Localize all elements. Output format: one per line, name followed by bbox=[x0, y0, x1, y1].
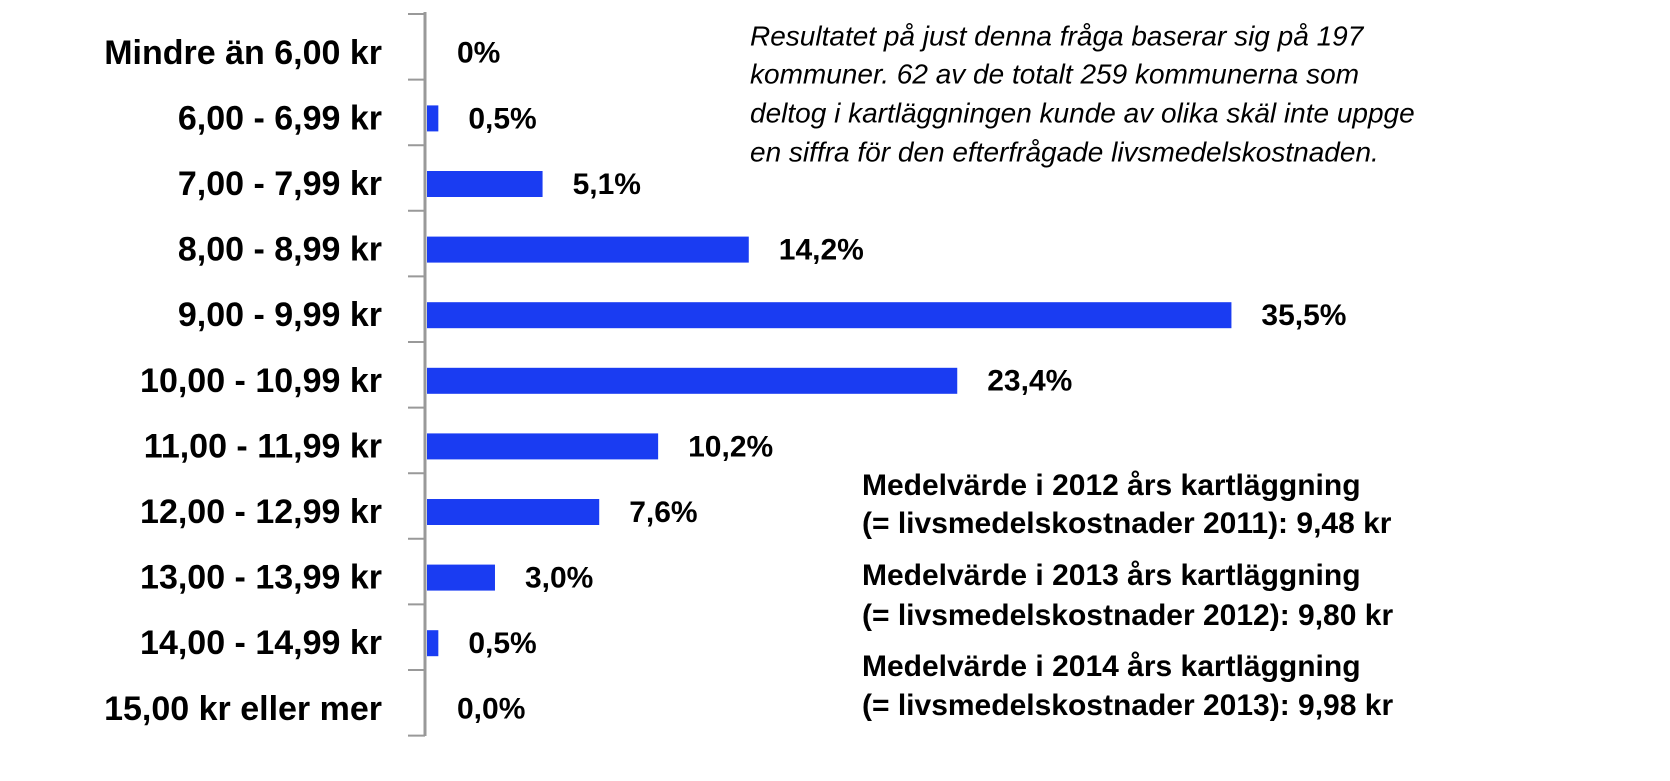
bar bbox=[427, 171, 543, 197]
value-label: 0,5% bbox=[468, 102, 536, 135]
bar bbox=[427, 302, 1232, 329]
note-text: Resultatet på just denna fråga baserar s… bbox=[750, 20, 1365, 51]
category-label: 13,00 - 13,99 kr bbox=[140, 559, 382, 597]
category-label: Mindre än 6,00 kr bbox=[104, 34, 382, 72]
category-label: 11,00 - 11,99 kr bbox=[144, 427, 382, 465]
category-label: 8,00 - 8,99 kr bbox=[178, 231, 382, 269]
value-label: 0% bbox=[457, 37, 500, 70]
category-label: 7,00 - 7,99 kr bbox=[178, 165, 382, 203]
bar bbox=[427, 367, 958, 394]
value-label: 0,5% bbox=[468, 627, 536, 660]
value-label: 10,2% bbox=[688, 430, 773, 463]
value-label: 3,0% bbox=[525, 562, 593, 595]
bar bbox=[427, 433, 659, 460]
mean-text: Medelvärde i 2012 års kartläggning bbox=[862, 469, 1361, 502]
note-text: deltog i kartläggningen kunde av olika s… bbox=[750, 97, 1415, 128]
value-label: 5,1% bbox=[573, 168, 641, 201]
category-label: 9,00 - 9,99 kr bbox=[178, 296, 382, 334]
note-text: kommuner. 62 av de totalt 259 kommunerna… bbox=[750, 58, 1359, 89]
mean-text: Medelvärde i 2013 års kartläggning bbox=[862, 559, 1361, 592]
mean-text: (= livsmedelskostnader 2013): 9,98 kr bbox=[862, 689, 1393, 722]
mean-text: Medelvärde i 2014 års kartläggning bbox=[862, 650, 1361, 683]
mean-text: (= livsmedelskostnader 2012): 9,80 kr bbox=[862, 599, 1393, 632]
value-label: 0,0% bbox=[457, 693, 525, 726]
bar bbox=[427, 630, 439, 657]
bar bbox=[427, 236, 749, 263]
bar bbox=[427, 499, 600, 525]
bar bbox=[427, 105, 439, 132]
bar bbox=[427, 564, 495, 591]
category-label: 15,00 kr eller mer bbox=[104, 690, 382, 728]
category-label: 6,00 - 6,99 kr bbox=[178, 99, 382, 137]
category-label: 12,00 - 12,99 kr bbox=[140, 493, 382, 531]
mean-text: (= livsmedelskostnader 2011): 9,48 kr bbox=[862, 507, 1392, 540]
value-label: 14,2% bbox=[779, 234, 864, 267]
category-label: 10,00 - 10,99 kr bbox=[140, 362, 382, 400]
value-label: 7,6% bbox=[629, 496, 697, 529]
category-label: 14,00 - 14,99 kr bbox=[140, 624, 382, 662]
value-label: 35,5% bbox=[1261, 299, 1346, 332]
value-label: 23,4% bbox=[987, 365, 1072, 398]
note-text: en siffra för den efterfrågade livsmedel… bbox=[750, 136, 1379, 167]
